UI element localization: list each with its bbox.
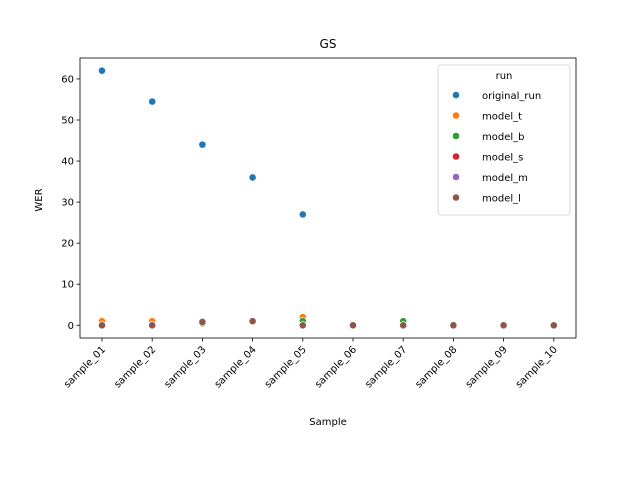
y-tick-label: 0 <box>68 321 74 332</box>
legend-label: original_run <box>482 91 541 102</box>
data-point <box>248 317 257 326</box>
legend-marker <box>452 111 460 120</box>
y-axis-label: WER <box>34 188 45 211</box>
plot-area <box>79 57 577 339</box>
data-point <box>248 173 257 182</box>
legend-label: model_t <box>482 112 522 123</box>
axes-frame <box>79 57 577 339</box>
data-point <box>98 321 106 330</box>
data-point <box>298 321 307 330</box>
legend-marker <box>452 173 460 181</box>
y-tick-label: 20 <box>61 239 74 250</box>
legend-box <box>437 64 571 216</box>
data-point <box>449 321 458 330</box>
data-point <box>148 321 157 330</box>
legend: run original_run model_t model_b model_smode… <box>437 64 571 216</box>
data-point <box>549 321 558 330</box>
data-point <box>98 66 106 75</box>
legend-label: model_m <box>482 173 528 184</box>
chart-title: GS <box>320 37 337 51</box>
legend-label: model_b <box>482 132 525 143</box>
y-tick-label: 50 <box>61 115 74 126</box>
legend-title: run <box>496 71 513 82</box>
data-point <box>349 321 357 330</box>
y-tick-label: 40 <box>61 157 74 168</box>
y-axis: 0 10 20 30 40 50 60 <box>61 74 80 332</box>
data-point <box>198 140 207 149</box>
legend-label: model_s <box>482 153 523 164</box>
legend-marker <box>452 152 460 161</box>
data-point <box>499 321 508 330</box>
y-tick-label: 30 <box>61 198 74 209</box>
x-axis-label: Sample <box>309 417 347 428</box>
y-tick-label: 10 <box>61 280 74 291</box>
y-tick-label: 60 <box>61 74 74 85</box>
legend-marker <box>452 193 460 202</box>
data-point <box>198 318 207 326</box>
legend-marker <box>452 91 460 99</box>
legend-label: model_l <box>482 194 521 205</box>
data-point <box>148 97 157 106</box>
data-point <box>298 210 307 219</box>
legend-marker <box>452 132 460 140</box>
data-point <box>399 321 408 330</box>
